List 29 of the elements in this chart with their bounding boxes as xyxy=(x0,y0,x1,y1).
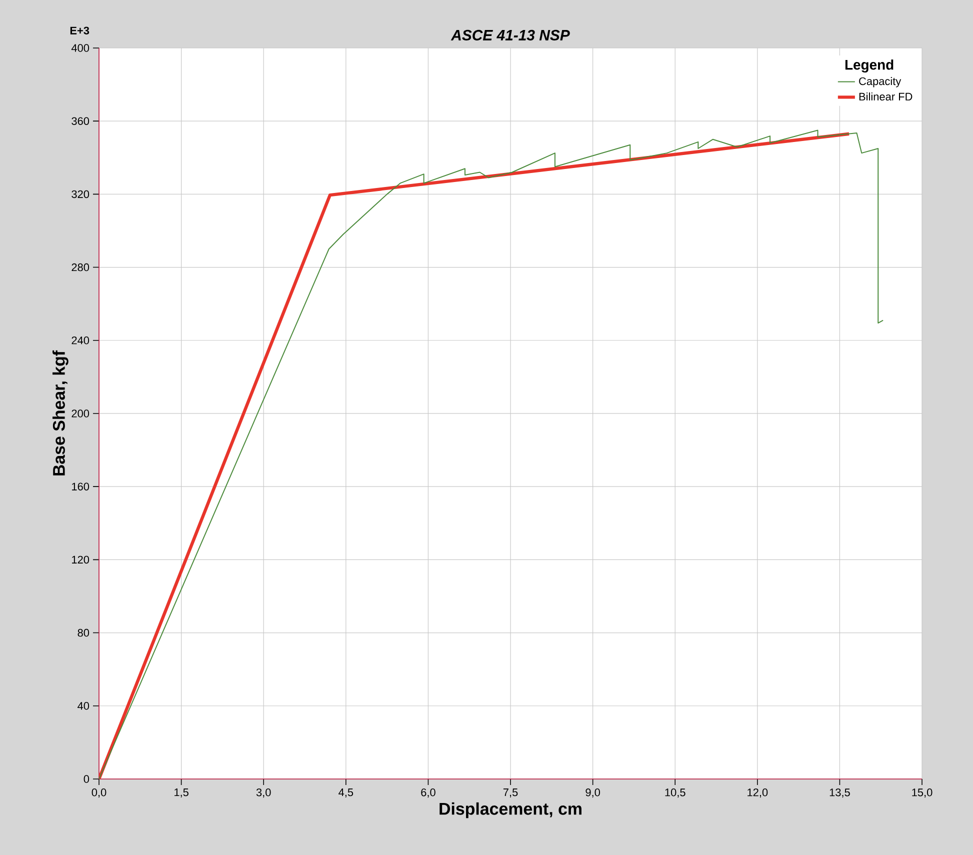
x-axis-title: Displacement, cm xyxy=(440,802,582,818)
y-axis-title: Base Shear, kgf xyxy=(52,350,68,476)
x-tick-label: 1,5 xyxy=(174,788,188,798)
y-tick-label: 120 xyxy=(72,556,90,564)
y-tick-label: 280 xyxy=(72,263,90,272)
text: E+3 xyxy=(70,26,90,34)
y-tick-label: 360 xyxy=(72,117,90,125)
legend-label: Capacity xyxy=(859,77,902,88)
x-tick-label: 6,0 xyxy=(421,788,436,798)
y-tick-label: 400 xyxy=(71,44,90,52)
chart-title: ASCE 41-13 NSP xyxy=(450,30,570,40)
x-tick-label: 13,5 xyxy=(830,788,850,798)
legend-title: Legend xyxy=(845,59,894,73)
y-tick-label: 160 xyxy=(72,482,90,490)
x-tick-label: 3,0 xyxy=(256,788,271,798)
x-tick-label: 7,5 xyxy=(503,788,518,798)
y-tick-label: 0 xyxy=(84,775,90,783)
y-tick-label: 200 xyxy=(72,410,90,418)
x-tick-label: 0,0 xyxy=(92,788,106,798)
x-tick-label: 10,5 xyxy=(665,788,686,798)
y-tick-label: 40 xyxy=(78,702,90,710)
x-tick-label: 9,0 xyxy=(586,788,600,798)
y-tick-label: 80 xyxy=(78,628,90,637)
y-tick-label: 320 xyxy=(72,190,90,198)
x-tick-label: 12,0 xyxy=(748,788,768,798)
y-tick-label: 240 xyxy=(72,336,90,344)
x-tick-label: 4,5 xyxy=(338,788,354,798)
legend-label: Bilinear FD xyxy=(859,92,912,101)
x-tick-label: 15,0 xyxy=(912,788,932,798)
